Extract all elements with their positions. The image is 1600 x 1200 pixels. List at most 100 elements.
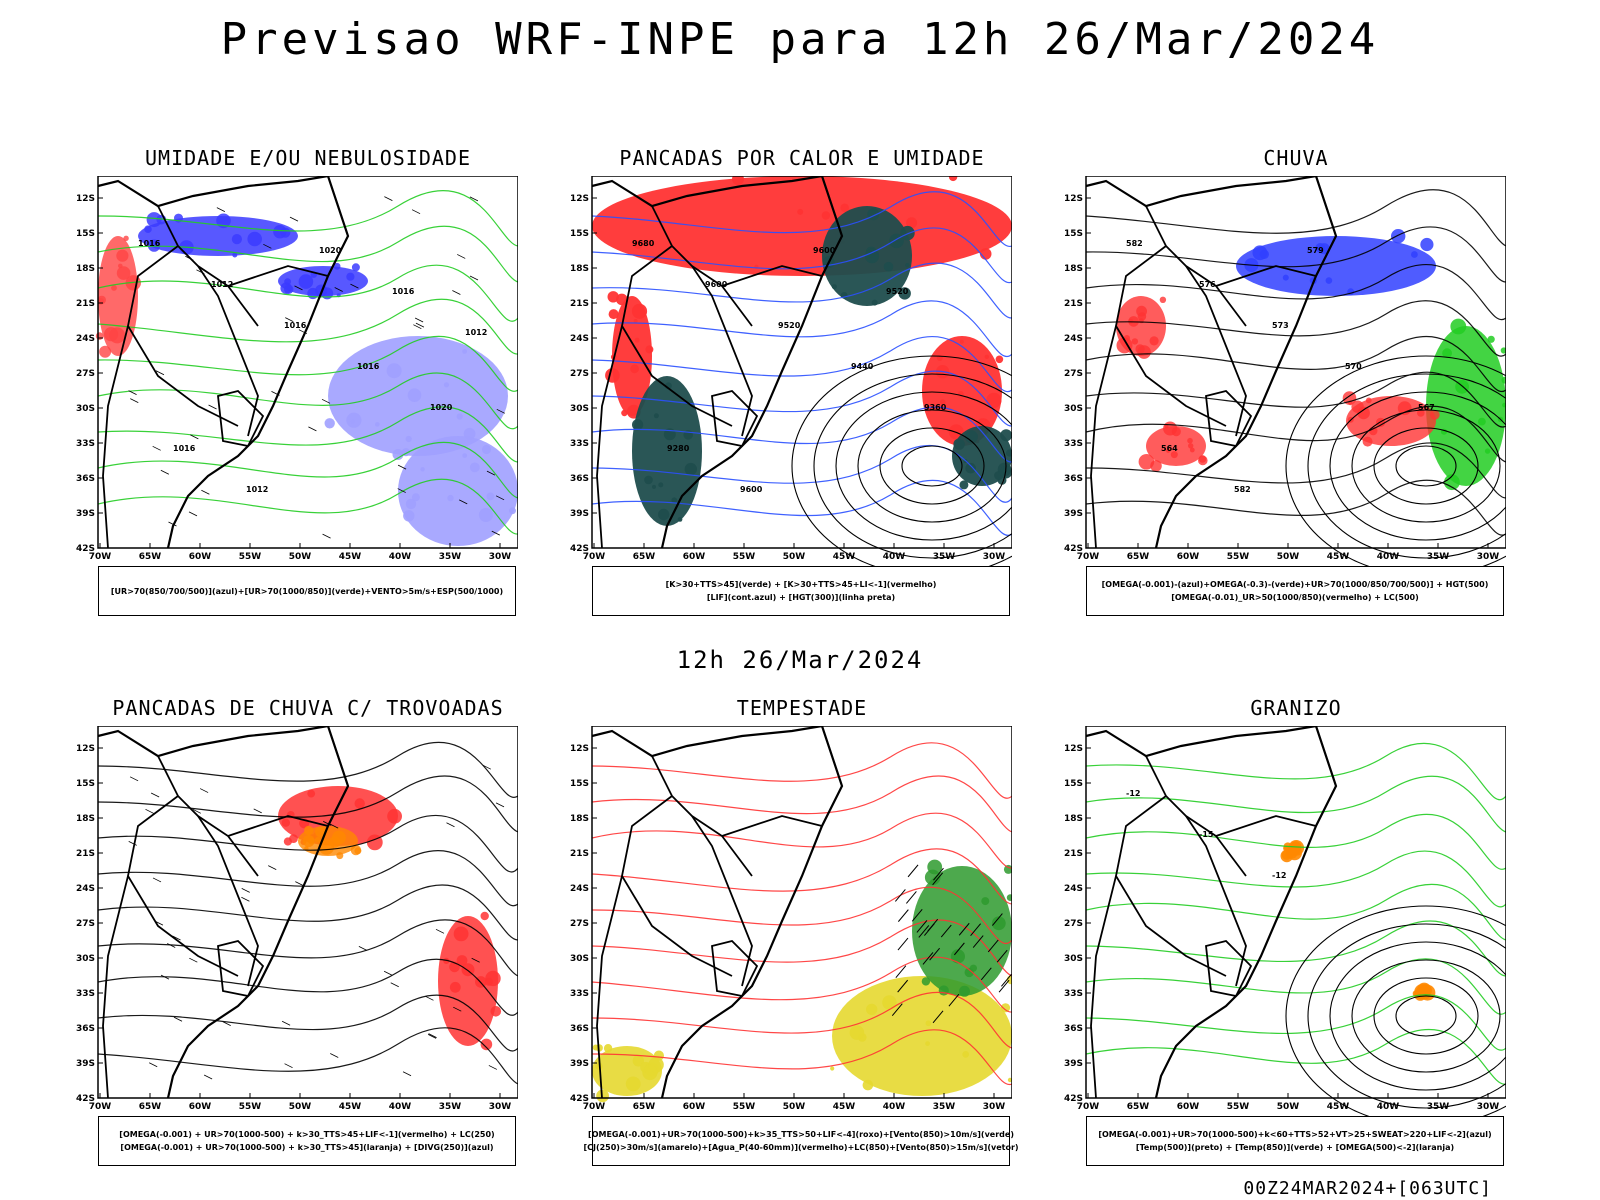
- lon-label: 50W: [1277, 1102, 1300, 1112]
- wind-arrow: [128, 840, 137, 846]
- contour-value-label: 9600: [740, 485, 763, 494]
- shaded-speckle: [939, 399, 946, 405]
- shaded-speckle: [109, 327, 126, 344]
- wind-vector: [897, 937, 909, 951]
- contour-line: [591, 848, 1012, 905]
- lat-label: 21S: [1064, 299, 1083, 309]
- wind-vector: [948, 993, 960, 1007]
- lon-label: 40W: [389, 552, 412, 562]
- lon-label: 45W: [833, 552, 856, 562]
- wind-vector: [895, 965, 907, 978]
- shaded-speckle: [411, 493, 420, 502]
- shaded-speckle: [456, 413, 463, 420]
- legend-box: [OMEGA(-0.001) + UR>70(1000-500) + k>30_…: [98, 1116, 516, 1166]
- shaded-speckle: [375, 422, 380, 427]
- contour-line: [1085, 850, 1506, 908]
- wind-arrow: [495, 802, 505, 808]
- wind-arrow: [216, 207, 226, 213]
- shaded-speckle: [995, 355, 1004, 364]
- lon-label: 70W: [89, 552, 112, 562]
- shaded-speckle: [407, 388, 422, 402]
- contour-value-label: 582: [1234, 485, 1251, 494]
- panel-title: UMIDADE E/OU NEBULOSIDADE: [144, 146, 472, 170]
- wind-vector: [970, 923, 981, 937]
- shaded-speckle: [1325, 277, 1333, 284]
- lat-label: 15S: [570, 229, 589, 239]
- wind-arrow: [397, 464, 407, 470]
- height-contour: [1285, 355, 1506, 566]
- political-border: [1090, 875, 1117, 1099]
- wind-arrow: [189, 957, 198, 963]
- shaded-speckle: [453, 926, 469, 942]
- contour-value-label: 1016: [138, 239, 161, 248]
- wind-arrow: [457, 254, 466, 259]
- shaded-speckle: [1000, 429, 1012, 442]
- lon-label: 55W: [239, 1102, 262, 1112]
- shaded-speckle: [231, 234, 242, 245]
- contour-line: [591, 300, 1012, 357]
- contour-line: [591, 886, 1012, 944]
- contour-line: [97, 264, 518, 322]
- lat-label: 36S: [76, 474, 95, 484]
- lon-label: 50W: [783, 552, 806, 562]
- shaded-speckle: [652, 484, 656, 489]
- shaded-speckle: [1000, 1003, 1011, 1013]
- wind-arrow: [446, 822, 455, 828]
- shaded-speckle: [1285, 850, 1293, 859]
- wind-arrow: [130, 398, 139, 403]
- wind-vector: [953, 942, 965, 956]
- shaded-speckle: [684, 462, 697, 476]
- wind-arrow: [334, 287, 343, 292]
- shaded-speckle: [984, 354, 989, 359]
- political-border: [197, 815, 259, 987]
- wind-arrow: [241, 888, 250, 893]
- lat-label: 36S: [570, 474, 589, 484]
- lon-label: 40W: [389, 1102, 412, 1112]
- wind-arrow: [471, 957, 480, 963]
- lon-label: 40W: [883, 1102, 906, 1112]
- lat-label: 27S: [570, 369, 589, 379]
- shaded-speckle: [830, 1066, 835, 1071]
- shaded-speckle: [605, 368, 620, 383]
- lat-label: 12S: [570, 194, 589, 204]
- contour-line: [1085, 226, 1506, 283]
- lat-label: 30S: [76, 954, 95, 964]
- shaded-speckle: [1252, 245, 1268, 261]
- lat-label: 24S: [76, 334, 95, 344]
- height-contour: [835, 391, 1012, 541]
- lat-label: 15S: [76, 229, 95, 239]
- map-layers: [97, 726, 518, 1099]
- shaded-speckle: [123, 235, 129, 241]
- contour-line: [97, 372, 518, 430]
- shaded-speckle: [658, 508, 670, 521]
- wind-arrow: [413, 324, 422, 330]
- shaded-speckle: [1442, 348, 1452, 359]
- shaded-speckle: [862, 1079, 874, 1091]
- shaded-speckle: [1131, 338, 1139, 345]
- wind-arrow: [284, 1063, 293, 1069]
- shaded-speckle: [1149, 336, 1159, 346]
- wind-vector: [907, 864, 919, 878]
- shaded-speckle: [603, 1044, 613, 1053]
- shaded-speckle: [336, 852, 344, 860]
- legend-line: [LIF](cont.azul) + [HGT(300)](linha pret…: [706, 593, 896, 602]
- wind-arrow: [208, 404, 217, 410]
- shaded-speckle: [1429, 409, 1440, 420]
- shaded-speckle: [964, 430, 978, 444]
- shaded-field: [398, 436, 518, 546]
- shaded-speckle: [247, 231, 262, 247]
- legend-box: [OMEGA(-0.001)-(azul)+OMEGA(-0.3)-(verde…: [1086, 566, 1504, 616]
- shaded-speckle: [405, 498, 417, 510]
- shaded-speckle: [634, 337, 640, 343]
- wind-arrow: [150, 792, 160, 798]
- shaded-field: [1146, 426, 1206, 466]
- lon-label: 30W: [489, 1102, 512, 1112]
- shaded-speckle: [111, 285, 117, 291]
- wind-arrow: [268, 865, 277, 870]
- wind-vector: [933, 867, 944, 881]
- contour-value-label: -12: [1272, 871, 1286, 880]
- wind-arrow: [241, 896, 250, 902]
- contour-line: [591, 335, 1012, 393]
- lat-label: 30S: [570, 954, 589, 964]
- contour-line: [97, 849, 518, 907]
